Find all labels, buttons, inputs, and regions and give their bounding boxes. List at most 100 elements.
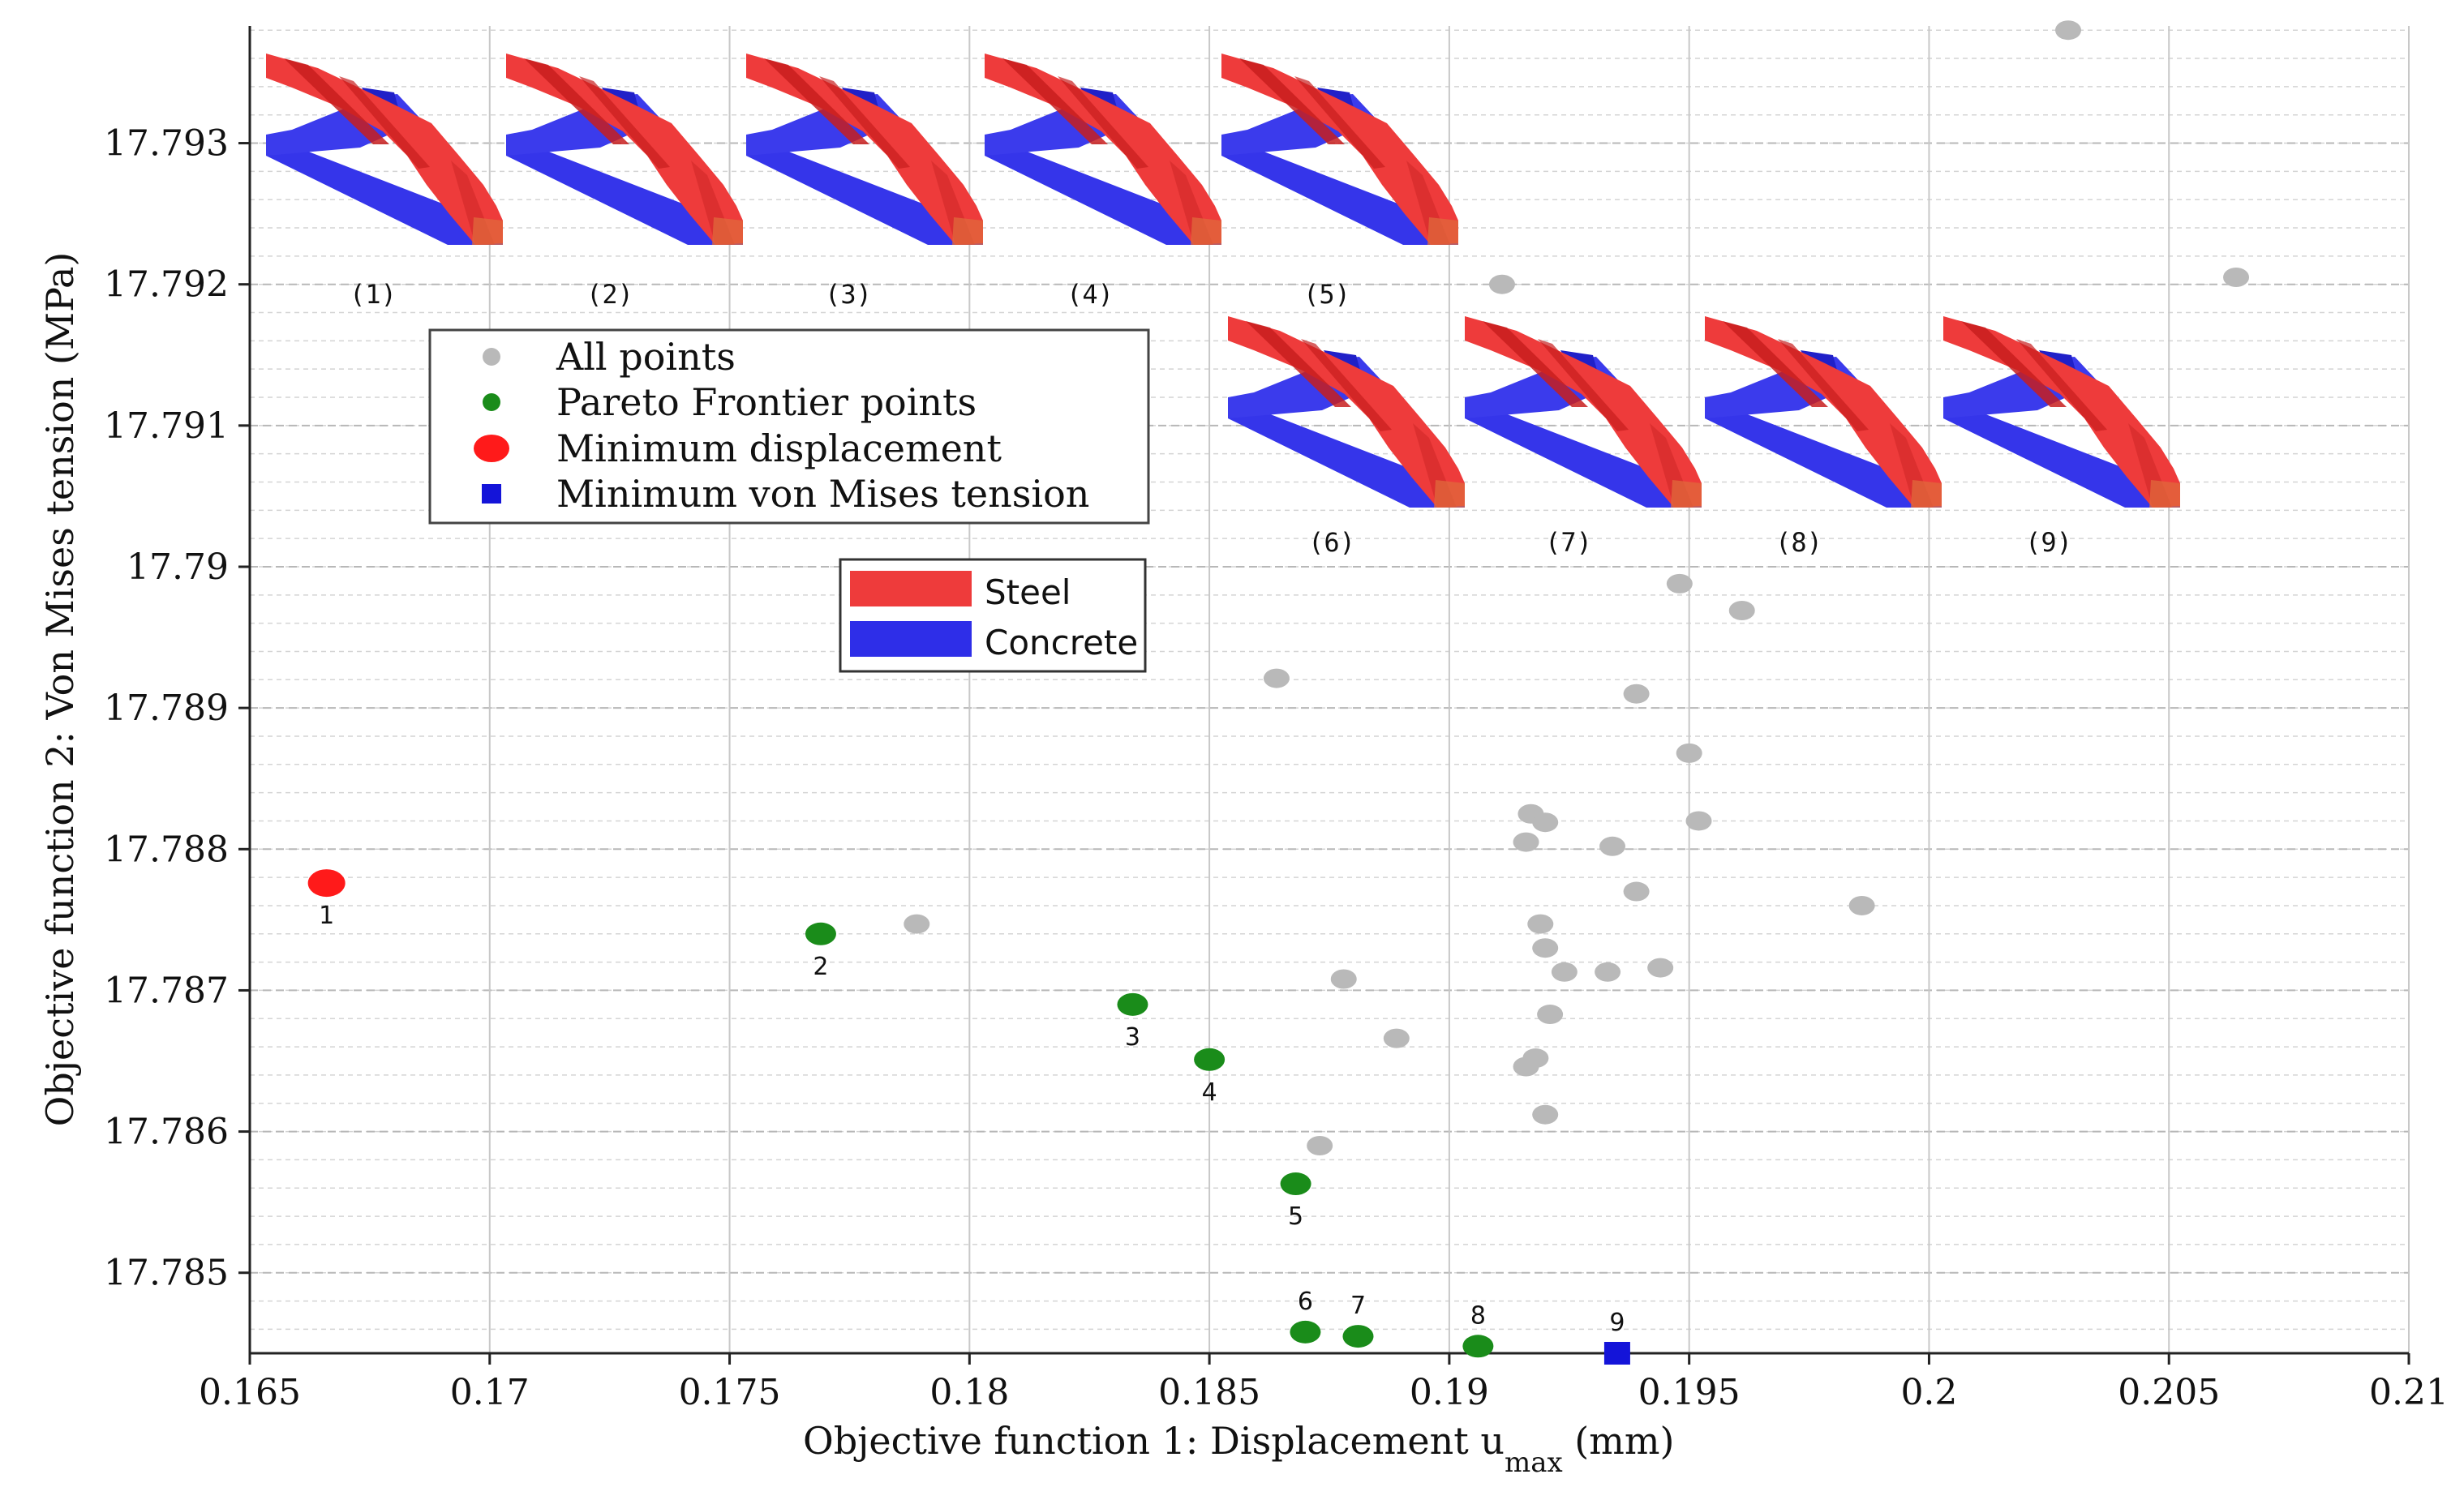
all-point <box>2054 20 2081 41</box>
all-point <box>1537 1005 1564 1025</box>
pareto-point <box>1462 1335 1494 1358</box>
legend-all-points-label: All points <box>556 335 736 379</box>
thumbnail-label: (3) <box>825 279 872 310</box>
legend-min-vm-marker <box>482 484 501 504</box>
all-point <box>1383 1028 1410 1048</box>
point-label: 2 <box>813 953 828 981</box>
marker-legend: All points Pareto Frontier points Minimu… <box>428 328 1150 525</box>
all-point <box>1488 274 1515 294</box>
min-displacement-point <box>307 869 346 898</box>
x-tick-label: 0.165 <box>199 1372 301 1413</box>
major-gridlines <box>250 26 2410 1353</box>
x-tick-label: 0.185 <box>1158 1372 1260 1413</box>
y-tick-label: 17.792 <box>104 264 229 306</box>
x-tick-label: 0.2 <box>1900 1372 1957 1413</box>
y-tick-label: 17.785 <box>104 1253 229 1294</box>
material-legend: Steel Concrete <box>839 558 1147 673</box>
all-point <box>1513 832 1539 852</box>
design-thumbnails: (1) (2) (3) (4) (5) (6) (7) (8) (9) <box>266 54 2180 558</box>
min-von-mises-point <box>1603 1342 1630 1365</box>
x-tick-label: 0.21 <box>2369 1372 2449 1413</box>
x-tick-label: 0.175 <box>679 1372 781 1413</box>
x-tick-label: 0.17 <box>450 1372 530 1413</box>
y-tick-labels: 17.785 17.786 17.787 17.788 17.789 17.79 17.79… <box>104 123 250 1294</box>
point-label: 3 <box>1125 1023 1140 1052</box>
all-point <box>1263 668 1290 688</box>
legend-min-vm-label: Minimum von Mises tension <box>556 472 1089 516</box>
y-axis-title: Objective function 2: Von Mises tension … <box>38 252 82 1127</box>
all-point <box>1532 1104 1559 1125</box>
truss-design-thumbnail <box>985 54 1221 245</box>
thumbnail-label: (1) <box>350 279 397 310</box>
x-tick-label: 0.19 <box>1410 1372 1489 1413</box>
y-tick-label: 17.789 <box>104 688 229 729</box>
legend-min-displacement-label: Minimum displacement <box>556 426 1002 470</box>
all-point <box>1551 962 1578 982</box>
pareto-point <box>1117 992 1148 1016</box>
all-point <box>1330 969 1357 989</box>
pareto-point <box>1342 1325 1374 1348</box>
all-point <box>1623 881 1650 902</box>
concrete-label: Concrete <box>985 623 1138 662</box>
concrete-swatch <box>850 621 972 657</box>
all-point <box>1685 811 1712 831</box>
truss-design-thumbnail <box>266 54 503 245</box>
point-labels: 1 2 3 4 5 6 7 8 9 <box>319 902 1625 1337</box>
point-label: 9 <box>1609 1309 1625 1337</box>
data-points <box>307 20 2250 1365</box>
minor-gridlines <box>250 29 2409 1331</box>
thumbnail-label: (4) <box>1067 279 1114 310</box>
pareto-point <box>1290 1320 1321 1344</box>
steel-swatch <box>850 571 972 606</box>
legend-pareto-marker <box>483 393 500 411</box>
y-tick-label: 17.791 <box>104 405 229 447</box>
truss-design-thumbnail <box>1228 316 1465 508</box>
pareto-point <box>1280 1172 1311 1196</box>
thumbnail-label: (6) <box>1308 527 1355 558</box>
all-point <box>1532 812 1559 833</box>
thumbnail-label: (7) <box>1545 527 1592 558</box>
legend-pareto-label: Pareto Frontier points <box>556 380 977 424</box>
truss-design-thumbnail <box>1943 316 2180 508</box>
thumbnail-label: (2) <box>586 279 633 310</box>
truss-design-thumbnail <box>746 54 983 245</box>
thumbnail-label: (5) <box>1303 279 1350 310</box>
truss-design-thumbnail <box>1705 316 1942 508</box>
legend-all-points-marker <box>483 348 500 366</box>
all-point <box>1513 1056 1539 1077</box>
y-tick-label: 17.787 <box>104 970 229 1011</box>
x-axis-title: Objective function 1: Displacement umax … <box>803 1419 1674 1479</box>
all-point <box>1647 958 1674 978</box>
point-label: 8 <box>1470 1301 1486 1330</box>
truss-design-thumbnail <box>1465 316 1702 508</box>
y-tick-label: 17.786 <box>104 1112 229 1153</box>
x-tick-label: 0.195 <box>1638 1372 1741 1413</box>
all-point <box>1599 836 1626 856</box>
point-label: 5 <box>1288 1202 1303 1231</box>
truss-design-thumbnail <box>506 54 743 245</box>
truss-design-thumbnail <box>1221 54 1458 245</box>
y-tick-label: 17.788 <box>104 829 229 870</box>
all-point <box>1532 938 1559 958</box>
all-point <box>1848 895 1875 915</box>
y-tick-label: 17.793 <box>104 123 229 165</box>
y-tick-label: 17.79 <box>127 546 229 588</box>
thumbnail-label: (9) <box>2025 527 2072 558</box>
point-label: 7 <box>1350 1292 1366 1320</box>
all-point <box>1728 600 1755 620</box>
point-label: 6 <box>1298 1288 1313 1316</box>
marker-legend-box <box>428 328 1150 525</box>
legend-min-displacement-marker <box>474 435 509 462</box>
x-tick-label: 0.18 <box>929 1372 1009 1413</box>
all-point <box>1595 962 1621 982</box>
pareto-point <box>1194 1048 1226 1071</box>
all-point <box>1307 1136 1333 1156</box>
all-point <box>1623 684 1650 704</box>
all-point <box>1676 743 1702 763</box>
all-point <box>1527 914 1554 934</box>
point-label: 1 <box>319 902 334 930</box>
all-point <box>2223 267 2250 287</box>
point-label: 4 <box>1202 1078 1217 1107</box>
all-point <box>904 914 930 934</box>
x-tick-label: 0.205 <box>2118 1372 2220 1413</box>
